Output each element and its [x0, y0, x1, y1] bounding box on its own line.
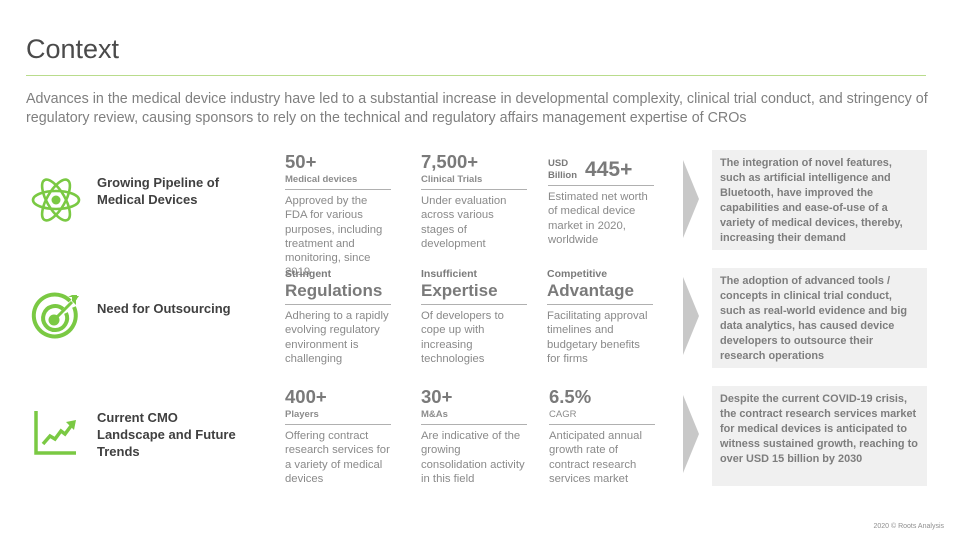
metric-keyword: Regulations: [285, 281, 383, 300]
metric-caption: Clinical Trials: [421, 174, 483, 185]
metric-description: Estimated net worth of medical device ma…: [548, 191, 648, 246]
metric-divider: [547, 304, 653, 305]
metric-market-worth: USD Billion 445+ Estimated net worth of …: [548, 158, 654, 247]
atom-icon: [31, 178, 81, 222]
metric-divider: [421, 189, 527, 190]
metric-players: 400+ Players Offering contract research …: [285, 387, 391, 486]
metric-prefix: Stringent: [285, 268, 332, 280]
trend-chart-icon: [34, 411, 76, 455]
row-cmo-landscape: Current CMO Landscape and Future Trends …: [0, 383, 960, 493]
metric-divider: [285, 304, 391, 305]
metric-description: Adhering to a rapidly evolving regulator…: [285, 310, 389, 365]
metric-unit: USD Billion: [548, 158, 577, 181]
metric-prefix: Insufficient: [421, 268, 478, 280]
metric-caption: CAGR: [549, 409, 577, 420]
row-label: Need for Outsourcing: [97, 301, 231, 316]
metric-keyword: Expertise: [421, 281, 498, 300]
insight-box: Despite the current COVID-19 crisis, the…: [712, 386, 927, 486]
unit-currency: USD: [548, 158, 569, 169]
row-growing-pipeline: Growing Pipeline of Medical Devices 50+ …: [0, 148, 960, 278]
metric-divider: [285, 424, 391, 425]
insight-box: The integration of novel features, such …: [712, 150, 927, 250]
metric-value: 6.5%: [549, 386, 592, 407]
chevron-right-icon: [683, 277, 699, 355]
metric-mergers-acquisitions: 30+ M&As Are indicative of the growing c…: [421, 387, 527, 486]
metric-description: Are indicative of the growing consolidat…: [421, 430, 525, 485]
metric-caption: M&As: [421, 409, 448, 420]
insight-box: The adoption of advanced tools / concept…: [712, 268, 927, 368]
metric-regulations: Stringent Regulations Adhering to a rapi…: [285, 268, 391, 366]
copyright-footer: 2020 © Roots Analysis: [873, 523, 944, 530]
title-divider: [26, 75, 926, 76]
metric-description: Approved by the FDA for various purposes…: [285, 195, 383, 279]
page-title: Context: [26, 34, 120, 64]
metric-value: 445+: [585, 158, 633, 181]
metric-value: 400+: [285, 386, 327, 407]
row-need-outsourcing: Need for Outsourcing Stringent Regulatio…: [0, 265, 960, 375]
metric-divider: [421, 304, 527, 305]
metric-divider: [285, 189, 391, 190]
target-icon: [31, 292, 79, 339]
metric-cagr: 6.5% CAGR Anticipated annual growth rate…: [549, 387, 655, 486]
metric-description: Under evaluation across various stages o…: [421, 195, 507, 250]
unit-scale: Billion: [548, 169, 578, 181]
metric-advantage: Competitive Advantage Facilitating appro…: [547, 268, 653, 366]
metric-medical-devices: 50+ Medical devices Approved by the FDA …: [285, 152, 391, 280]
metric-divider: [548, 185, 654, 186]
chevron-right-icon: [683, 160, 699, 238]
metric-value: 50+: [285, 151, 317, 172]
metric-description: Offering contract research services for …: [285, 430, 390, 485]
chevron-right-icon: [683, 395, 699, 473]
intro-paragraph: Advances in the medical device industry …: [26, 91, 928, 126]
metric-description: Of developers to cope up with increasing…: [421, 310, 504, 365]
row-label: Growing Pipeline of Medical Devices: [97, 175, 220, 207]
metric-caption: Medical devices: [285, 174, 358, 185]
metric-description: Facilitating approval timelines and budg…: [547, 310, 648, 365]
metric-caption: Players: [285, 409, 319, 420]
metric-clinical-trials: 7,500+ Clinical Trials Under evaluation …: [421, 152, 527, 251]
metric-prefix: Competitive: [547, 268, 608, 280]
row-label: Current CMO Landscape and Future Trends: [97, 410, 236, 459]
metric-expertise: Insufficient Expertise Of developers to …: [421, 268, 527, 366]
metric-value: 30+: [421, 386, 453, 407]
metric-divider: [421, 424, 527, 425]
metric-description: Anticipated annual growth rate of contra…: [549, 430, 642, 485]
metric-keyword: Advantage: [547, 281, 634, 300]
metric-value: 7,500+: [421, 151, 479, 172]
metric-divider: [549, 424, 655, 425]
